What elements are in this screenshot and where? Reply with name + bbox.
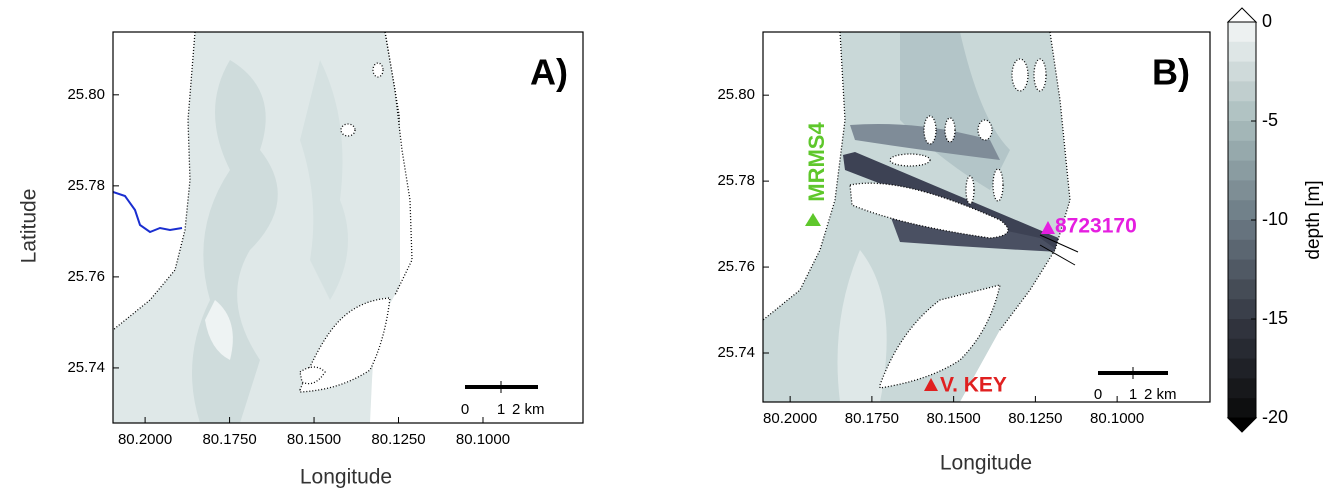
x-tick-label: 80.1250	[1008, 410, 1062, 427]
scale-bar: 0 1 2 km	[461, 381, 545, 418]
colorbar-band	[1228, 338, 1256, 360]
station-marker	[1041, 221, 1055, 234]
y-axis-label: Latitude	[18, 189, 41, 264]
colorbar-band	[1228, 220, 1256, 241]
scale-label: 2 km	[512, 401, 545, 418]
colorbar-tick-label: -5	[1262, 110, 1278, 130]
colorbar-band	[1228, 61, 1256, 82]
colorbar-band	[1228, 180, 1256, 201]
x-tick-label: 80.2000	[763, 410, 817, 427]
colorbar-label: depth [m]	[1303, 180, 1324, 259]
map-a	[113, 32, 583, 423]
y-tick-label: 25.78	[67, 177, 105, 194]
colorbar-band	[1228, 279, 1256, 300]
panel-label: B)	[1152, 52, 1190, 93]
colorbar-band	[1228, 259, 1256, 280]
y-tick-label: 25.74	[67, 359, 105, 376]
x-tick-label: 80.1000	[456, 431, 510, 448]
scale-bar: 0 1 2 km	[1094, 367, 1177, 403]
colorbar-band	[1228, 398, 1256, 419]
colorbar-extend	[1226, 7, 1258, 23]
station-label: 8723170	[1055, 215, 1137, 238]
scale-label: 0	[461, 401, 469, 418]
station-label: V. KEY	[940, 374, 1007, 397]
panel-label: A)	[530, 52, 568, 93]
colorbar-tick-label: -15	[1262, 308, 1288, 328]
x-tick-label: 80.1750	[845, 410, 899, 427]
frame-b	[762, 31, 1211, 403]
colorbar-band	[1228, 239, 1256, 261]
colorbar-band	[1228, 160, 1256, 181]
x-tick-label: 80.2000	[118, 431, 172, 448]
scale-label: 1	[1129, 386, 1137, 403]
colorbar-band	[1228, 121, 1256, 142]
colorbar-band	[1228, 101, 1256, 122]
colorbar-extend	[1226, 417, 1258, 433]
x-tick-label: 80.1500	[927, 410, 981, 427]
colorbar-band	[1228, 22, 1256, 43]
y-tick-label: 25.74	[717, 344, 755, 361]
y-tick-label: 25.76	[67, 268, 105, 285]
station-marker	[924, 378, 938, 391]
colorbar-band	[1228, 299, 1256, 320]
map-b	[763, 32, 1210, 402]
y-tick-label: 25.80	[67, 86, 105, 103]
colorbar-tick-label: 0	[1262, 11, 1272, 31]
colorbar-band	[1228, 319, 1256, 340]
y-tick-label: 25.80	[717, 86, 755, 103]
x-axis-label: Longitude	[940, 452, 1032, 475]
scale-label: 0	[1094, 386, 1102, 403]
colorbar-tick-label: -20	[1262, 407, 1288, 427]
colorbar-band	[1228, 140, 1256, 162]
colorbar-band	[1228, 81, 1256, 102]
y-tick-label: 25.78	[717, 172, 755, 189]
station-label: MRMS4	[804, 122, 829, 202]
x-tick-label: 80.1250	[371, 431, 425, 448]
frame-a	[112, 31, 584, 424]
x-axis-label: Longitude	[300, 466, 392, 489]
colorbar: 0 -5 -10 -15 -20	[1226, 7, 1288, 433]
colorbar-band	[1228, 358, 1256, 379]
scale-label: 2 km	[1144, 386, 1177, 403]
station-marker	[805, 213, 821, 226]
x-tick-label: 80.1000	[1090, 410, 1144, 427]
colorbar-band	[1228, 41, 1256, 63]
colorbar-tick-label: -10	[1262, 209, 1288, 229]
x-tick-label: 80.1500	[287, 431, 341, 448]
scale-label: 1	[497, 401, 505, 418]
y-tick-label: 25.76	[717, 258, 755, 275]
x-tick-label: 80.1750	[202, 431, 256, 448]
colorbar-band	[1228, 200, 1256, 221]
colorbar-band	[1228, 378, 1256, 399]
